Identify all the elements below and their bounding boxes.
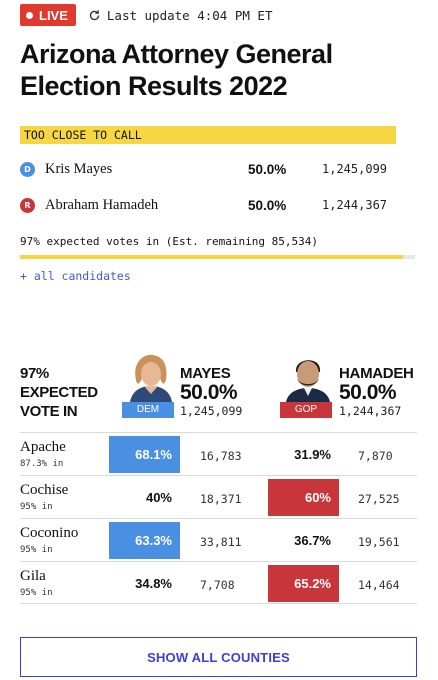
last-update-text: Last update 4:04 PM ET [106, 7, 273, 23]
rep-votes: 14,464 [358, 578, 400, 592]
rep-pct-cell: 36.7% [294, 533, 331, 548]
dem-header-name: MAYES [180, 365, 231, 382]
rep-votes: 7,870 [358, 449, 393, 463]
refresh-icon [89, 9, 100, 20]
county-row-gila: Gila 95% in 34.8% 7,708 65.2% 14,464 [20, 561, 417, 604]
gop-header-votes: 1,244,367 [339, 404, 402, 418]
county-reporting: 95% in [20, 502, 53, 512]
rep-pct-cell: 31.9% [294, 447, 331, 462]
dem-party-icon: D [20, 161, 35, 177]
county-name: Coconino [20, 525, 79, 541]
all-candidates-link[interactable]: + all candidates [20, 269, 131, 283]
dem-pct-cell: 63.3% [109, 522, 180, 559]
dem-party-tag: DEM [122, 402, 174, 418]
gop-header-name: HAMADEH [339, 365, 414, 382]
gop-header-pct: 50.0% [339, 381, 397, 404]
expected-votes-text: 97% expected votes in (Est. remaining 85… [20, 235, 319, 248]
show-all-counties-button[interactable]: SHOW ALL COUNTIES [20, 637, 417, 677]
rep-pct-cell: 60% [268, 479, 339, 516]
candidate-votes: 1,245,099 [322, 162, 388, 176]
candidate-pct: 50.0% [248, 197, 287, 213]
dem-votes: 16,783 [200, 449, 242, 463]
dem-header-votes: 1,245,099 [180, 404, 243, 418]
rep-pct-cell: 65.2% [268, 565, 339, 602]
top-bar: LIVE Last update 4:04 PM ET [20, 4, 272, 26]
rep-votes: 27,525 [358, 492, 400, 506]
county-results-table: Apache 87.3% in 68.1% 16,783 31.9% 7,870… [20, 432, 417, 604]
county-row-cochise: Cochise 95% in 40% 18,371 60% 27,525 [20, 475, 417, 518]
county-reporting: 87.3% in [20, 459, 64, 469]
dem-pct-cell: 40% [145, 490, 172, 505]
gop-party-icon: R [20, 197, 35, 213]
dem-votes: 18,371 [200, 492, 242, 506]
candidate-name: Kris Mayes [45, 160, 113, 177]
call-status-banner: TOO CLOSE TO CALL [20, 126, 396, 144]
rep-votes: 19,561 [358, 535, 400, 549]
county-name: Cochise [20, 482, 69, 498]
mayes-photo [124, 350, 176, 402]
dem-header-pct: 50.0% [180, 381, 238, 404]
county-name: Apache [20, 439, 66, 455]
gop-party-tag: GOP [280, 402, 332, 418]
expected-votes-progress [20, 255, 415, 259]
expected-vote-label: 97% EXPECTED VOTE IN [20, 365, 98, 420]
candidate-row-mayes: D Kris Mayes 50.0% 1,245,099 [20, 158, 400, 180]
county-row-apache: Apache 87.3% in 68.1% 16,783 31.9% 7,870 [20, 432, 417, 475]
dem-pct-cell: 34.8% [135, 576, 172, 591]
candidate-row-hamadeh: R Abraham Hamadeh 50.0% 1,244,367 [20, 194, 400, 216]
page-title: Arizona Attorney General Election Result… [20, 39, 333, 101]
candidate-pct: 50.0% [248, 161, 287, 177]
hamadeh-photo [282, 350, 334, 402]
live-badge: LIVE [20, 4, 76, 26]
county-reporting: 95% in [20, 545, 53, 555]
last-update: Last update 4:04 PM ET [88, 7, 273, 23]
dem-votes: 7,708 [200, 578, 235, 592]
progress-fill [20, 255, 404, 259]
live-label: LIVE [39, 7, 68, 23]
county-reporting: 95% in [20, 588, 53, 598]
candidate-name: Abraham Hamadeh [45, 196, 159, 213]
county-row-coconino: Coconino 95% in 63.3% 33,811 36.7% 19,56… [20, 518, 417, 561]
county-name: Gila [20, 568, 46, 584]
live-dot-icon [26, 11, 33, 19]
dem-pct-cell: 68.1% [109, 436, 180, 473]
candidate-votes: 1,244,367 [322, 198, 388, 212]
dem-votes: 33,811 [200, 535, 242, 549]
